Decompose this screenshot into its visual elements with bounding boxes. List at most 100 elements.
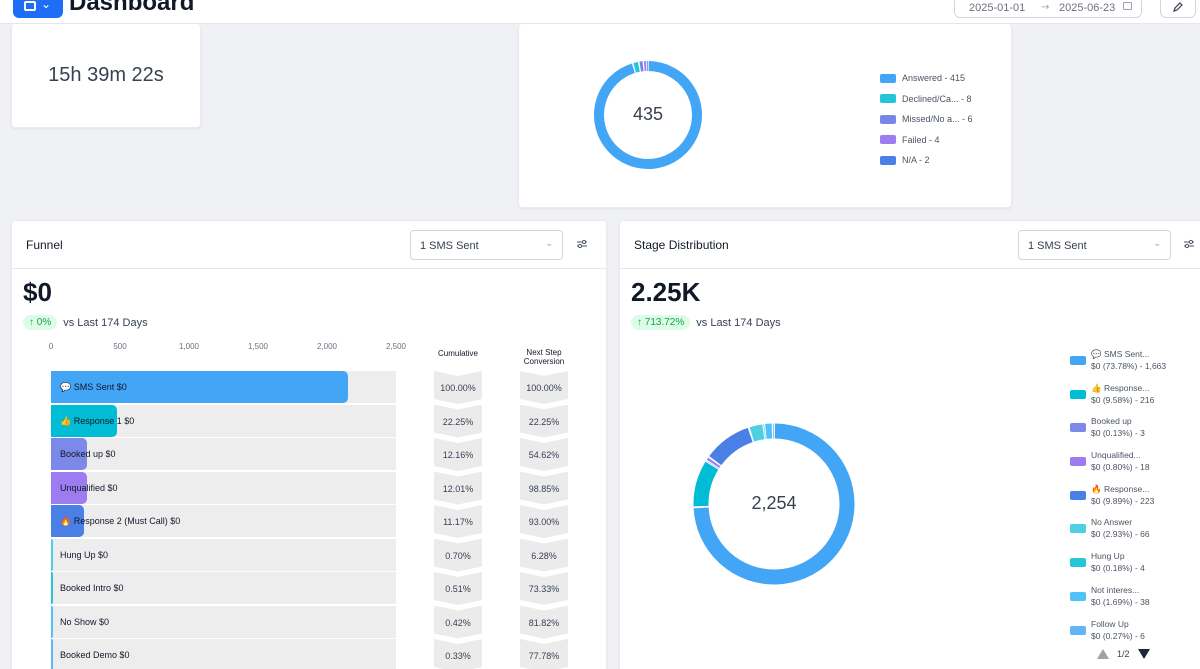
call-status-card: 435 Answered - 415 Declined/Ca... - 8 Mi… <box>518 24 1012 208</box>
funnel-row-label: Booked Demo $0 <box>60 650 130 660</box>
stage-delta-row: ↑ 713.72% vs Last 174 Days <box>631 315 781 330</box>
dashboard-menu-button[interactable]: ⌄ <box>13 0 63 18</box>
page-title: Dashboard <box>69 0 195 16</box>
legend-item[interactable]: Missed/No a... - 6 <box>880 109 973 130</box>
funnel-bar[interactable] <box>51 639 53 669</box>
legend-item[interactable]: Answered - 415 <box>880 68 973 89</box>
next-step-cell: 81.82% <box>520 606 568 639</box>
funnel-row[interactable]: 👍 Response 1 $0 <box>51 404 396 437</box>
stage-donut[interactable] <box>693 423 855 585</box>
axis-tick: 0 <box>48 342 54 351</box>
funnel-row[interactable]: No Show $0 <box>51 605 396 638</box>
funnel-row[interactable]: Booked up $0 <box>51 438 396 470</box>
next-step-value: 81.82% <box>528 617 560 628</box>
cumulative-cell: 0.70% <box>434 539 482 572</box>
funnel-stage-select[interactable]: 1 SMS Sent ⌄ <box>410 230 563 260</box>
page-up-icon[interactable] <box>1097 649 1109 659</box>
funnel-bar[interactable] <box>51 471 87 504</box>
cumulative-header: Cumulative <box>437 349 478 358</box>
cumulative-cell: 0.33% <box>434 639 482 669</box>
next-step-value: 22.25% <box>528 416 560 427</box>
funnel-bar[interactable] <box>51 605 53 638</box>
legend-label: Hung Up <box>1091 551 1125 562</box>
axis-tick: 2,500 <box>385 342 407 351</box>
cumulative-value: 100.00% <box>440 383 476 393</box>
funnel-bar[interactable] <box>51 505 85 537</box>
donut-slice[interactable] <box>709 427 753 466</box>
legend-label: 👍 Response... <box>1091 382 1150 393</box>
legend-value: $0 (2.93%) - 66 <box>1091 529 1150 540</box>
filter-settings-icon[interactable] <box>1183 238 1195 250</box>
funnel-delta-row: ↑ 0% vs Last 174 Days <box>23 315 148 330</box>
call-status-donut[interactable] <box>591 58 705 172</box>
pencil-icon <box>1173 2 1183 12</box>
date-range-picker[interactable]: 2025-01-01 → 2025-06-23 <box>954 0 1142 18</box>
legend-swatch <box>880 94 896 104</box>
stage-distribution-card: Stage Distribution 1 SMS Sent ⌄ 2.25K ↑ … <box>619 220 1200 669</box>
next-step-cell: 98.85% <box>520 472 568 505</box>
legend-swatch <box>1070 625 1086 635</box>
legend-swatch <box>880 155 896 165</box>
legend-swatch <box>880 114 896 124</box>
funnel-bar[interactable] <box>51 404 117 437</box>
date-end[interactable]: 2025-06-23 <box>1059 2 1116 14</box>
donut-slice[interactable] <box>706 457 721 468</box>
total-duration-value: 15h 39m 22s <box>48 64 164 86</box>
funnel-bar[interactable] <box>51 371 348 403</box>
donut-slice[interactable] <box>693 423 855 585</box>
legend-item[interactable]: Declined/Ca... - 8 <box>880 89 973 110</box>
page-down-icon[interactable] <box>1137 649 1150 659</box>
cumulative-value: 22.25% <box>442 416 474 427</box>
cumulative-cell: 0.42% <box>434 606 482 639</box>
funnel-row[interactable]: Hung Up $0 <box>51 538 396 571</box>
funnel-bar[interactable] <box>51 538 54 571</box>
next-step-value: 98.85% <box>528 483 560 494</box>
filter-settings-icon[interactable] <box>576 238 588 250</box>
legend-swatch <box>1070 490 1086 500</box>
legend-swatch <box>880 73 896 83</box>
legend-item[interactable]: Failed - 4 <box>880 130 973 151</box>
legend-value: $0 (9.89%) - 223 <box>1091 495 1155 506</box>
cumulative-cell: 12.16% <box>434 438 482 471</box>
cumulative-cell: 11.17% <box>434 505 482 538</box>
funnel-row[interactable]: Booked Demo $0 <box>51 639 396 669</box>
cumulative-value: 0.42% <box>445 617 471 628</box>
legend-item[interactable]: N/A - 2 <box>880 150 973 171</box>
legend-label: Booked up <box>1091 416 1132 427</box>
legend-label: 💬 SMS Sent... <box>1091 349 1150 359</box>
next-step-value: 73.33% <box>528 584 560 594</box>
next-step-cell: 77.78% <box>520 639 568 669</box>
funnel-bar[interactable] <box>51 438 88 470</box>
legend-swatch <box>1070 389 1086 399</box>
axis-tick: 1,000 <box>178 342 200 351</box>
stage-title: Stage Distribution <box>634 238 729 252</box>
funnel-row[interactable]: Booked Intro $0 <box>51 572 396 604</box>
funnel-row[interactable]: Unqualified $0 <box>51 471 396 504</box>
date-start[interactable]: 2025-01-01 <box>969 2 1026 14</box>
funnel-bar[interactable] <box>51 572 53 604</box>
legend-label: Declined/Ca... - 8 <box>902 93 972 104</box>
donut-slice[interactable] <box>693 461 719 507</box>
stage-select[interactable]: 1 SMS Sent ⌄ <box>1018 230 1171 260</box>
donut-slice[interactable] <box>633 61 640 73</box>
legend-label: Failed - 4 <box>902 134 940 145</box>
funnel-row-label: No Show $0 <box>60 616 110 627</box>
delta-badge: ↑ 0% <box>23 315 58 330</box>
donut-slice[interactable] <box>749 424 765 442</box>
edit-button[interactable] <box>1160 0 1196 18</box>
legend-value: $0 (9.58%) - 216 <box>1091 394 1155 405</box>
delta-badge: ↑ 713.72% <box>631 315 691 330</box>
funnel-card-header: Funnel 1 SMS Sent ⌄ <box>12 221 606 269</box>
funnel-title: Funnel <box>26 238 63 252</box>
funnel-row[interactable]: 🔥 Response 2 (Must Call) $0 <box>51 505 396 537</box>
funnel-row-label: Booked Intro $0 <box>60 583 124 593</box>
legend-value: $0 (0.27%) - 6 <box>1091 630 1145 641</box>
funnel-row-label: 🔥 Response 2 (Must Call) $0 <box>60 516 181 526</box>
donut-slice[interactable] <box>594 61 702 169</box>
delta-text: vs Last 174 Days <box>696 316 781 329</box>
funnel-row[interactable]: 💬 SMS Sent $0 <box>51 371 396 403</box>
stage-value: 2.25K <box>631 277 701 307</box>
next-step-cell: 54.62% <box>520 438 568 471</box>
legend-label: No Answer <box>1091 517 1133 528</box>
legend-swatch <box>1070 591 1086 601</box>
